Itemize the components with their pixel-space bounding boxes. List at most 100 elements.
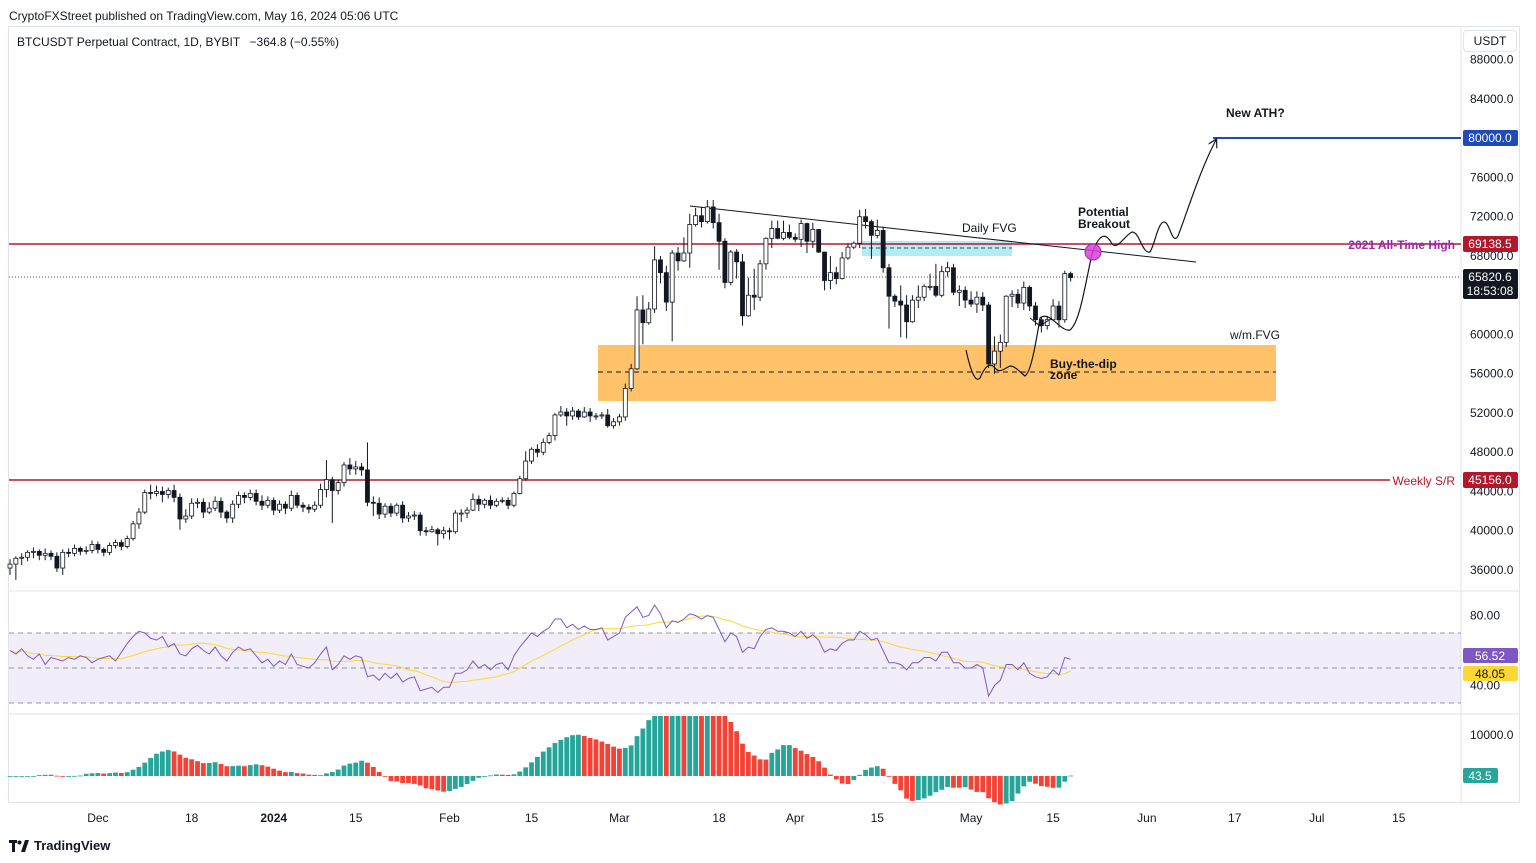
candle-body [165,490,171,495]
time-axis[interactable]: Dec 18 2024 15 Feb 15 Mar 18 Apr 15 May 15 Jun 17 Jul 1… [87,811,1406,825]
candle-body [552,414,558,436]
candle-body [716,222,722,242]
price-tick-label: 76000.0 [1470,170,1514,184]
price-tick-label: 36000.0 [1470,563,1514,577]
candle-body [154,491,159,494]
osc-bar [775,749,781,776]
osc-bar [42,774,48,776]
projection-path[interactable] [965,140,1216,380]
candle-body [247,493,253,498]
osc-bar [66,776,71,777]
osc-bar [124,772,130,776]
osc-bar [956,776,962,788]
candle-body [429,529,435,533]
osc-bar [482,776,488,777]
chart-frame [8,26,1520,803]
candle-body [581,411,587,418]
osc-bar [915,776,921,801]
candle-body [101,548,107,553]
osc-bar [294,773,300,776]
osc-bar [31,776,36,777]
candle-body [452,512,458,533]
price-tick-label: 52000.0 [1470,406,1514,420]
candle-body [54,555,60,569]
price-axis[interactable]: 88000.0 84000.0 80000.0 76000.0 72000.0 68000… [1470,53,1514,742]
projection-tail [1029,317,1053,327]
daily-fvg-label: Daily FVG [962,221,1017,235]
osc-bar [728,721,734,776]
candle-body [786,232,792,238]
candle-body [933,285,939,296]
candle-body [663,272,669,303]
osc-bar [933,776,939,793]
osc-bar [365,762,370,776]
candle-body [804,223,810,242]
candle-body [60,551,66,569]
candle-body [283,503,288,509]
rsi-line[interactable] [9,604,1071,698]
candle-body [423,530,429,533]
osc-bar [476,776,482,778]
candle-body [300,504,306,508]
candle-body [517,478,523,494]
osc-tick-label: 10000.0 [1470,728,1514,742]
candle-body [992,350,997,365]
osc-bar [72,775,77,777]
price-change: −364.8 (−0.55%) [249,35,339,49]
candle-body [1056,305,1062,321]
descending-trendline[interactable] [689,205,1197,263]
rsi-value-tag [1463,648,1518,663]
ath-price-tag [1463,236,1518,252]
osc-bar [406,776,411,784]
candle-body [1009,293,1015,297]
osc-bar [1050,776,1056,788]
candle-body [910,299,915,323]
candle-body [48,552,54,557]
rsi-tick-label: 40.00 [1470,679,1500,693]
candle-body [236,495,241,505]
candle-body [83,549,89,552]
candle-body [136,511,142,525]
footer-brand-name: TradingView [34,838,111,853]
osc-bar [48,774,54,776]
footer-brand[interactable]: TradingView [9,838,110,853]
rsi-ma-line[interactable] [9,615,1071,683]
candle-body [939,271,945,296]
osc-bar [980,776,986,793]
candle-body [406,515,411,519]
countdown-value: 18:53:08 [1467,284,1514,298]
osc-bar [786,745,792,776]
published-header: CryptoFXStreet published on TradingView.… [9,9,399,23]
osc-bar [1027,776,1033,782]
currency-button[interactable]: USDT [1463,30,1517,52]
osc-bar [652,716,657,776]
osc-bar [517,771,523,776]
osc-bar [1003,776,1009,804]
breakout-marker[interactable] [1084,243,1102,261]
candle-body [792,236,798,240]
osc-bar [833,776,839,780]
osc-bar [499,774,505,776]
osc-bar [142,762,148,776]
price-tick-label: 72000.0 [1470,210,1514,224]
candle-body [417,514,423,532]
osc-bar [283,772,288,776]
candle-body [89,544,95,551]
osc-bar [874,766,880,776]
osc-bar [716,716,722,776]
osc-bar [429,776,435,790]
time-tick-label: Apr [786,811,805,825]
candle-body [669,252,675,303]
weekly-sr-label: Weekly S/R [1393,474,1456,488]
candle-body [312,504,318,510]
symbol-label[interactable]: BTCUSDT Perpetual Contract, 1D, BYBIT [17,35,241,49]
osc-bar [763,759,769,776]
candle-body [1015,293,1021,304]
candle-body [822,251,827,281]
osc-bar [921,776,927,799]
osc-bar [324,773,329,776]
osc-bar [1021,776,1027,787]
candle-body [810,229,816,242]
candle-body [224,511,230,519]
